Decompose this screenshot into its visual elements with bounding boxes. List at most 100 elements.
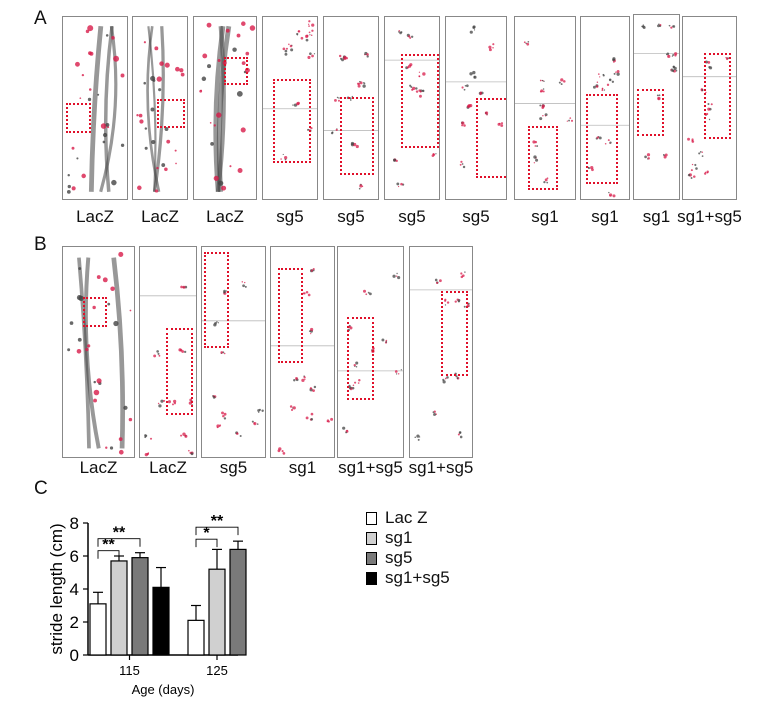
footprint-image bbox=[324, 51, 378, 190]
b-strip bbox=[409, 246, 473, 458]
bar bbox=[208, 568, 226, 656]
legend-swatch bbox=[366, 511, 377, 525]
footprint-image bbox=[634, 23, 679, 160]
a-strip-label: sg1 bbox=[531, 207, 559, 226]
legend-item: Lac Z bbox=[366, 508, 450, 528]
bar bbox=[152, 586, 170, 656]
selection-box bbox=[157, 99, 185, 128]
a-strip-label: LacZ bbox=[141, 207, 179, 226]
a-strip bbox=[193, 16, 257, 200]
a-strip-label: sg1 bbox=[642, 207, 671, 226]
bar bbox=[131, 557, 149, 656]
y-tick-label: 4 bbox=[70, 580, 79, 599]
x-tick-label: 115 bbox=[119, 663, 140, 678]
a-strip-label: sg1 bbox=[591, 207, 619, 226]
selection-box bbox=[204, 252, 229, 348]
significance-label: ** bbox=[211, 513, 224, 530]
legend-item: sg1+sg5 bbox=[366, 568, 450, 588]
panel-label-c: C bbox=[34, 478, 48, 499]
y-tick-label: 8 bbox=[70, 514, 79, 533]
a-strip bbox=[682, 16, 737, 200]
legend-swatch bbox=[366, 531, 377, 545]
selection-box bbox=[273, 79, 311, 163]
significance-bracket bbox=[97, 550, 120, 559]
selection-box bbox=[476, 98, 506, 178]
significance-bracket bbox=[195, 526, 239, 536]
footprint-image bbox=[338, 272, 403, 434]
significance-bracket bbox=[195, 538, 218, 548]
panel-label-a: A bbox=[34, 8, 47, 29]
x-axis-label: Age (days) bbox=[132, 682, 195, 697]
a-strip bbox=[62, 16, 128, 200]
a-strip bbox=[580, 16, 630, 200]
footprint-image bbox=[581, 57, 629, 198]
a-strip-label: sg5 bbox=[276, 207, 304, 226]
b-strip-label: sg5 bbox=[219, 458, 248, 477]
b-strip bbox=[201, 246, 266, 458]
a-strip bbox=[384, 16, 440, 200]
b-strip-label: sg1 bbox=[288, 458, 317, 477]
a-strip bbox=[445, 16, 507, 200]
b-strip bbox=[270, 246, 335, 458]
a-strip bbox=[514, 16, 576, 200]
selection-box bbox=[66, 103, 91, 133]
legend-item: sg5 bbox=[366, 548, 450, 568]
significance-bracket bbox=[97, 538, 141, 547]
footprint-image bbox=[140, 285, 196, 457]
a-strip bbox=[323, 16, 379, 200]
selection-box bbox=[401, 54, 439, 148]
footprint-image bbox=[385, 29, 439, 188]
footprint-image bbox=[199, 21, 256, 193]
a-strip-label: LacZ bbox=[206, 207, 244, 226]
bar bbox=[187, 619, 205, 656]
legend-swatch bbox=[366, 571, 377, 585]
a-strip bbox=[633, 14, 680, 200]
a-strip bbox=[132, 16, 188, 200]
panel-label-b: B bbox=[34, 234, 47, 255]
x-tick-label: 125 bbox=[206, 663, 228, 678]
y-tick-label: 0 bbox=[70, 646, 79, 665]
footprint-image bbox=[202, 281, 265, 438]
bar bbox=[229, 548, 247, 656]
selection-box bbox=[637, 89, 664, 136]
bar bbox=[110, 560, 128, 656]
selection-box bbox=[83, 297, 107, 327]
selection-box bbox=[528, 126, 558, 190]
footprint-image bbox=[136, 26, 185, 193]
footprint-image bbox=[66, 25, 125, 194]
significance-label: ** bbox=[113, 525, 126, 542]
y-tick-label: 6 bbox=[70, 547, 79, 566]
selection-box bbox=[586, 94, 618, 184]
legend-item: sg1 bbox=[366, 528, 450, 548]
footprint-image bbox=[446, 25, 506, 169]
legend-label: Lac Z bbox=[385, 508, 428, 527]
y-tick-label: 2 bbox=[70, 613, 79, 632]
significance-label: ** bbox=[102, 537, 115, 554]
footprint-image bbox=[271, 268, 334, 455]
footprint-image bbox=[67, 251, 133, 455]
a-strip bbox=[262, 16, 318, 200]
b-strip bbox=[337, 246, 404, 458]
a-strip-label: sg5 bbox=[337, 207, 365, 226]
b-strip bbox=[62, 246, 135, 458]
selection-box bbox=[166, 328, 193, 415]
legend-label: sg1+sg5 bbox=[385, 568, 450, 587]
b-strip-label: sg1+sg5 bbox=[338, 458, 403, 477]
a-strip-label: sg5 bbox=[462, 207, 490, 226]
a-strip-label: sg1+sg5 bbox=[677, 207, 742, 226]
bar bbox=[89, 603, 107, 656]
a-strip-label: sg5 bbox=[398, 207, 426, 226]
selection-box bbox=[340, 97, 374, 175]
a-strip-label: LacZ bbox=[76, 207, 114, 226]
selection-box bbox=[278, 268, 303, 363]
selection-box bbox=[441, 291, 468, 376]
footprint-image bbox=[515, 40, 575, 184]
significance-label: * bbox=[203, 525, 210, 542]
legend-swatch bbox=[366, 551, 377, 565]
selection-box bbox=[224, 57, 248, 85]
selection-box bbox=[704, 53, 731, 139]
b-strip bbox=[139, 246, 197, 458]
b-strip-label: LacZ bbox=[79, 458, 118, 477]
